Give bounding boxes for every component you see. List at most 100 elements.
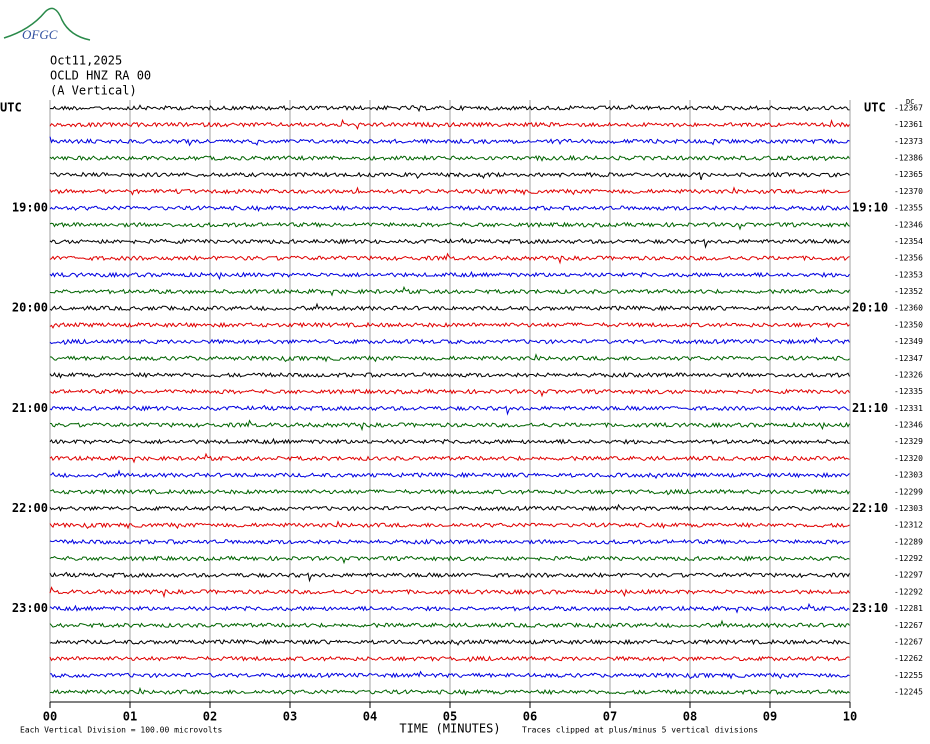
offset-label: -12255	[894, 671, 923, 680]
right-time-label: UTC	[864, 101, 886, 115]
trace	[49, 571, 850, 583]
date: Oct11,2025	[50, 54, 122, 68]
left-time-label: 21:00	[12, 401, 48, 415]
x-tick-label: 03	[283, 710, 297, 724]
right-time-label: 21:10	[852, 401, 888, 415]
offset-label: -12292	[894, 554, 923, 563]
offset-label: -12312	[894, 521, 923, 530]
offset-label: -12354	[894, 237, 923, 246]
trace	[49, 638, 850, 646]
x-tick-label: 04	[363, 710, 377, 724]
trace	[49, 670, 850, 680]
offset-label: -12267	[894, 637, 923, 646]
offset-label: -12350	[894, 320, 923, 329]
offset-label: -12299	[894, 487, 923, 496]
trace	[49, 204, 850, 212]
trace	[49, 655, 850, 663]
trace	[49, 602, 850, 614]
trace	[49, 555, 850, 565]
offset-label: -12352	[894, 287, 923, 296]
offset-label: -12331	[894, 404, 923, 413]
x-tick-label: 08	[683, 710, 697, 724]
offset-label: -12361	[894, 120, 923, 129]
right-time-label: 23:10	[852, 601, 888, 615]
offset-label: -12329	[894, 437, 923, 446]
offset-label: -12245	[894, 688, 923, 697]
offset-label: -12335	[894, 387, 923, 396]
x-tick-label: 06	[523, 710, 537, 724]
offset-label: -12346	[894, 220, 923, 229]
trace	[49, 252, 850, 265]
trace	[49, 336, 850, 346]
trace	[49, 538, 850, 545]
logo: OFGC	[22, 27, 58, 42]
trace	[49, 154, 850, 162]
trace	[49, 404, 850, 416]
trace	[49, 419, 850, 432]
offset-label: -12267	[894, 621, 923, 630]
left-time-label: 23:00	[12, 601, 48, 615]
station: OCLD HNZ RA 00	[50, 69, 151, 83]
trace	[49, 619, 850, 629]
left-time-label: 22:00	[12, 501, 48, 515]
trace	[49, 285, 850, 297]
x-tick-label: 02	[203, 710, 217, 724]
right-time-label: 19:10	[852, 201, 888, 215]
offset-label: -12297	[894, 571, 923, 580]
trace	[49, 437, 850, 445]
component: (A Vertical)	[50, 84, 137, 98]
x-tick-label: 01	[123, 710, 137, 724]
offset-label: -12356	[894, 254, 923, 263]
offset-label: -12281	[894, 604, 923, 613]
trace	[49, 503, 850, 512]
left-time-label: UTC	[0, 101, 22, 115]
x-axis-title: TIME (MINUTES)	[399, 722, 500, 736]
right-time-label: 22:10	[852, 501, 888, 515]
trace	[49, 270, 850, 281]
trace	[49, 136, 850, 147]
left-time-label: 20:00	[12, 301, 48, 315]
trace	[49, 586, 850, 599]
offset-label: -12355	[894, 204, 923, 213]
x-tick-label: 09	[763, 710, 777, 724]
offset-label: -12365	[894, 170, 923, 179]
x-tick-label: 00	[43, 710, 57, 724]
offset-label: -12326	[894, 370, 923, 379]
offset-label: -12349	[894, 337, 923, 346]
trace	[49, 104, 850, 113]
footer-right: Traces clipped at plus/minus 5 vertical …	[522, 726, 758, 735]
offset-label: -12303	[894, 504, 923, 513]
offset-label: -12373	[894, 137, 923, 146]
trace	[49, 171, 850, 181]
trace	[49, 488, 850, 496]
trace	[49, 221, 850, 231]
offset-label: -12386	[894, 154, 923, 163]
x-tick-label: 05	[443, 710, 457, 724]
offset-label: -12360	[894, 304, 923, 313]
trace	[49, 238, 850, 249]
offset-label: -12303	[894, 471, 923, 480]
trace	[49, 321, 850, 329]
trace	[49, 118, 850, 130]
trace	[49, 302, 850, 312]
trace	[49, 452, 850, 464]
trace	[49, 353, 850, 363]
offset-label: -12347	[894, 354, 923, 363]
trace	[49, 520, 850, 530]
dc-label: DC	[906, 98, 914, 106]
offset-label: -12320	[894, 454, 923, 463]
footer-left: Each Vertical Division = 100.00 microvol…	[20, 726, 222, 735]
offset-label: -12262	[894, 654, 923, 663]
x-tick-label: 07	[603, 710, 617, 724]
trace	[49, 469, 850, 480]
right-time-label: 20:10	[852, 301, 888, 315]
left-time-label: 19:00	[12, 201, 48, 215]
offset-label: -12292	[894, 587, 923, 596]
trace	[49, 388, 850, 398]
trace	[49, 371, 850, 379]
logo-curve	[3, 7, 91, 41]
offset-label: -12370	[894, 187, 923, 196]
offset-label: -12346	[894, 421, 923, 430]
trace	[49, 186, 850, 196]
